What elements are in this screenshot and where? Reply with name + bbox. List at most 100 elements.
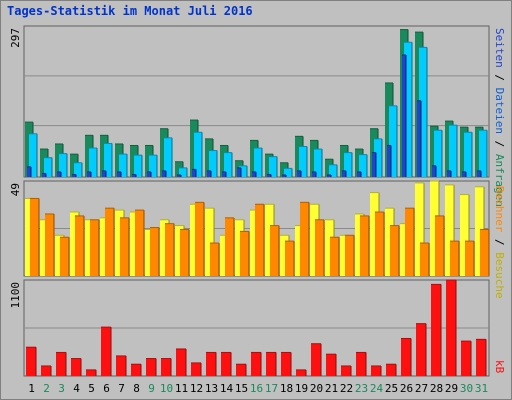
kb-bar (161, 358, 171, 376)
seiten-bar (117, 171, 121, 177)
dateien-bar (29, 133, 37, 177)
dateien-bar (179, 167, 187, 177)
day-label: 14 (220, 382, 234, 395)
besuche-bar (175, 225, 184, 276)
dateien-bar (419, 47, 427, 178)
rechner-bar (30, 198, 39, 276)
day-label: 26 (400, 382, 413, 395)
besuche-bar (25, 198, 34, 276)
rechner-bar (270, 225, 279, 276)
seiten-bar (447, 170, 451, 177)
seiten-bar (222, 171, 226, 177)
day-label: 27 (415, 382, 428, 395)
kb-bar (176, 348, 186, 376)
day-label: 2 (43, 382, 50, 395)
seiten-bar (462, 171, 466, 177)
day-label: 4 (73, 382, 80, 395)
kb-bar (191, 362, 201, 376)
dateien-bar (119, 154, 127, 177)
top-panel-legend: Seiten / Dateien / Anfragen (493, 28, 506, 207)
dateien-bar (164, 137, 172, 177)
dateien-bar (74, 162, 82, 177)
rechner-bar (450, 241, 459, 276)
dateien-bar (59, 153, 67, 177)
seiten-bar (357, 171, 361, 177)
seiten-bar (147, 171, 151, 177)
besuche-bar (205, 208, 214, 276)
kb-bar (146, 358, 156, 376)
rechner-bar (420, 243, 429, 276)
rechner-bar (465, 241, 474, 276)
day-label: 9 (148, 382, 155, 395)
seiten-bar (252, 171, 256, 177)
rechner-bar (315, 219, 324, 276)
dateien-bar (434, 130, 442, 177)
rechner-bar (180, 229, 189, 276)
besuche-bar (55, 235, 64, 276)
rechner-bar (120, 217, 129, 276)
day-label: 18 (280, 382, 293, 395)
seiten-bar (87, 171, 91, 177)
besuche-bar (250, 210, 259, 276)
kb-bar (26, 347, 36, 376)
rechner-bar (480, 229, 489, 276)
dateien-bar (449, 125, 457, 177)
besuche-bar (370, 192, 379, 276)
besuche-bar (220, 235, 229, 276)
bottom-panel-legend: kB (493, 360, 506, 374)
dateien-bar (209, 150, 217, 177)
dateien-bar (104, 143, 112, 177)
day-label: 15 (235, 382, 248, 395)
seiten-bar (27, 166, 31, 177)
rechner-bar (135, 210, 144, 276)
besuche-bar (100, 217, 109, 276)
dateien-bar (239, 165, 247, 177)
rechner-bar (45, 213, 54, 276)
besuche-bar (415, 182, 424, 276)
rechner-bar (150, 227, 159, 276)
kb-bar (416, 323, 426, 376)
kb-bar (371, 365, 381, 376)
seiten-bar (237, 167, 241, 177)
day-label: 20 (310, 382, 323, 395)
rechner-bar (300, 202, 309, 276)
rechner-bar (90, 219, 99, 276)
kb-bar (101, 327, 111, 376)
besuche-bar (70, 212, 79, 276)
seiten-bar (72, 174, 76, 177)
kb-bar (266, 352, 276, 376)
rechner-bar (360, 215, 369, 276)
rechner-bar (285, 241, 294, 276)
seiten-bar (162, 170, 166, 177)
besuche-bar (265, 204, 274, 276)
day-label: 24 (370, 382, 384, 395)
day-label: 11 (175, 382, 188, 395)
dateien-bar (284, 168, 292, 177)
besuche-bar (115, 210, 124, 276)
dateien-bar (344, 152, 352, 177)
besuche-bar (85, 219, 94, 276)
besuche-bar (145, 229, 154, 276)
besuche-bar (295, 225, 304, 276)
dateien-bar (44, 157, 52, 177)
kb-bar (206, 352, 216, 376)
day-label: 1 (28, 382, 35, 395)
kb-bar (341, 365, 351, 376)
seiten-bar (267, 174, 271, 177)
rechner-bar (60, 237, 69, 276)
besuche-bar (130, 212, 139, 276)
day-label: 21 (325, 382, 338, 395)
day-label: 12 (190, 382, 203, 395)
day-label: 17 (265, 382, 278, 395)
besuche-bar (475, 186, 484, 276)
kb-bar (311, 343, 321, 376)
dateien-bar (269, 156, 277, 177)
day-label: 8 (133, 382, 140, 395)
rechner-bar (255, 204, 264, 276)
besuche-bar (430, 181, 439, 276)
day-label: 25 (385, 382, 398, 395)
rechner-bar (345, 235, 354, 276)
seiten-bar (312, 171, 316, 177)
dateien-bar (404, 42, 412, 177)
rechner-bar (105, 208, 114, 276)
